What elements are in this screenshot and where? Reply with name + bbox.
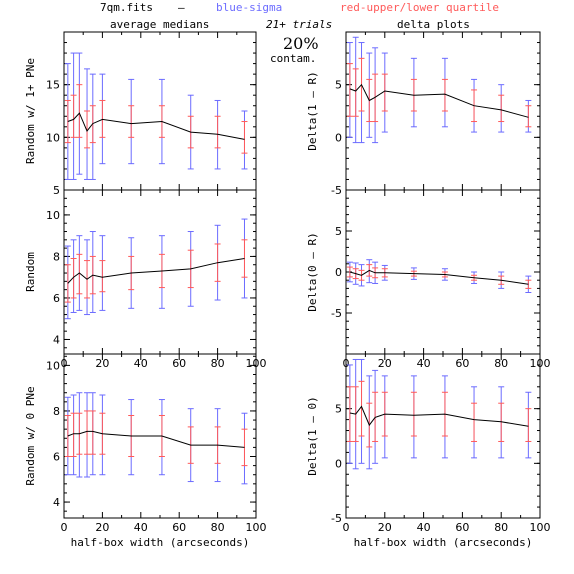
median-line bbox=[349, 405, 529, 427]
y-tick-label: 4 bbox=[53, 496, 60, 509]
right-column-title: delta plots bbox=[397, 18, 470, 31]
x-tick-label: 60 bbox=[172, 521, 186, 534]
y-tick-label: 0 bbox=[335, 131, 342, 144]
x-tick-label: 20 bbox=[378, 357, 392, 370]
filename-label: 7qm.fits bbox=[100, 1, 153, 14]
x-tick-label: 20 bbox=[95, 521, 109, 534]
x-tick-label: 60 bbox=[172, 357, 186, 370]
x-tick-label: 80 bbox=[211, 521, 225, 534]
y-tick-label: -5 bbox=[331, 307, 342, 320]
y-tick-label: 8 bbox=[53, 405, 60, 418]
y-tick-label: 0 bbox=[335, 457, 342, 470]
y-tick-label: 5 bbox=[335, 225, 342, 238]
y-tick-label: 4 bbox=[53, 333, 60, 346]
red-quartile-legend: red-upper/lower quartile bbox=[340, 1, 499, 14]
contam-label: contam. bbox=[270, 52, 316, 65]
y-axis-label: Delta(1 – 0) bbox=[306, 396, 319, 475]
y-axis-label: Delta(1 – R) bbox=[306, 71, 319, 150]
x-tick-label: 80 bbox=[494, 521, 508, 534]
y-tick-label: 15 bbox=[46, 79, 60, 92]
x-tick-label: 20 bbox=[95, 357, 109, 370]
median-line bbox=[67, 430, 245, 448]
y-tick-label: 5 bbox=[53, 184, 60, 197]
y-axis-label: Random w/ 0 PNe bbox=[24, 386, 37, 485]
median-line bbox=[349, 269, 529, 285]
left-column-title: average medians bbox=[110, 18, 209, 31]
x-tick-label: 20 bbox=[378, 521, 392, 534]
x-tick-label: 60 bbox=[455, 357, 469, 370]
y-tick-label: 5 bbox=[335, 403, 342, 416]
x-tick-label: 60 bbox=[455, 521, 469, 534]
y-tick-label: 10 bbox=[46, 359, 60, 372]
panel-left-top: 5 10 15 Random w/ 1+ PNe bbox=[24, 31, 257, 197]
y-tick-label: 8 bbox=[53, 250, 60, 263]
header-dash: – bbox=[178, 1, 185, 14]
y-tick-label: 0 bbox=[335, 266, 342, 279]
panel-right-top: -5 0 5 Delta(1 – R) bbox=[306, 31, 541, 197]
x-tick-label: 80 bbox=[211, 357, 225, 370]
y-tick-label: 6 bbox=[53, 451, 60, 464]
x-tick-label: 80 bbox=[494, 357, 508, 370]
y-tick-label: 10 bbox=[46, 131, 60, 144]
y-tick-label: 5 bbox=[335, 79, 342, 92]
contam-percent: 20% bbox=[283, 34, 319, 53]
x-tick-label: 0 bbox=[343, 521, 350, 534]
blue-sigma-legend: blue-sigma bbox=[216, 1, 282, 14]
y-axis-label: Random bbox=[24, 252, 37, 292]
median-line bbox=[67, 258, 245, 284]
y-tick-label: -5 bbox=[331, 512, 342, 525]
y-tick-label: 6 bbox=[53, 292, 60, 305]
x-tick-label: 0 bbox=[61, 521, 68, 534]
x-axis-label: half-box width (arcseconds) bbox=[354, 536, 533, 549]
x-tick-label: 100 bbox=[246, 521, 267, 534]
median-line bbox=[67, 112, 245, 140]
x-tick-label: 40 bbox=[134, 357, 148, 370]
x-axis-label: half-box width (arcseconds) bbox=[71, 536, 250, 549]
y-axis-label: Random w/ 1+ PNe bbox=[24, 58, 37, 164]
x-tick-label: 40 bbox=[134, 521, 148, 534]
y-tick-label: -5 bbox=[331, 184, 342, 197]
x-tick-label: 40 bbox=[417, 357, 431, 370]
x-tick-label: 100 bbox=[530, 521, 551, 534]
y-tick-label: 10 bbox=[46, 209, 60, 222]
y-axis-label: Delta(0 – R) bbox=[306, 232, 319, 311]
panel-left-bottom: 0 20 40 60 80 100 4 6 8 10 Random w/ 0 PNe half-box… bbox=[24, 353, 267, 549]
median-line bbox=[349, 83, 529, 118]
trials-label: 21+ trials bbox=[266, 18, 332, 31]
x-tick-label: 40 bbox=[417, 521, 431, 534]
